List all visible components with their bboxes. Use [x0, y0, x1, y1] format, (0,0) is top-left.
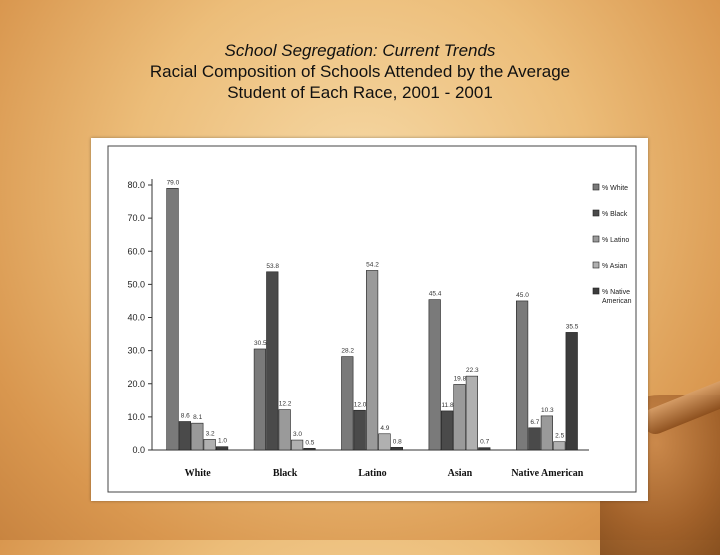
data-label: 0.5: [305, 439, 314, 446]
bar: [253, 348, 267, 451]
title-line-3: Student of Each Race, 2001 - 2001: [227, 83, 493, 102]
bar: [515, 300, 529, 451]
data-label: 30.5: [254, 340, 267, 347]
bar-chart: 0.0 10.0 20.0 30.0 40.0 50.0 60.0 70.0 80.0 79.0 8…: [107, 145, 637, 493]
data-label: 6.7: [530, 419, 539, 426]
data-label: 3.0: [293, 431, 302, 438]
bar: [440, 410, 454, 451]
y-tick-label: 10.0: [127, 412, 145, 422]
data-label: 19.8: [454, 375, 467, 382]
bar: [216, 446, 229, 451]
bar: [291, 439, 304, 451]
x-tick-label: Native American: [511, 468, 583, 479]
legend-label: % Black: [602, 211, 628, 218]
data-label: 12.2: [279, 401, 292, 408]
bar: [203, 439, 216, 451]
bar: [353, 409, 366, 451]
legend-swatch: [592, 287, 600, 295]
legend-label: % Native: [602, 289, 630, 296]
bar: [453, 384, 466, 451]
bar: [378, 433, 391, 451]
y-tick-label: 70.0: [127, 213, 145, 223]
bar: [266, 271, 279, 451]
bar: [191, 422, 204, 451]
plot-border: [107, 145, 637, 493]
bar: [565, 332, 578, 451]
bar: [365, 270, 379, 451]
bar: [278, 409, 291, 451]
bar: [341, 356, 354, 451]
bar: [303, 448, 316, 451]
data-label: 2.5: [555, 433, 564, 440]
data-label: 1.0: [218, 438, 227, 445]
legend-label: American: [602, 298, 632, 305]
bar: [528, 427, 541, 451]
data-label: 8.1: [193, 414, 202, 421]
data-label: 0.7: [480, 439, 489, 446]
data-label: 53.8: [266, 263, 279, 270]
data-label: 8.6: [181, 413, 190, 420]
x-tick-label: Asian: [448, 468, 473, 479]
legend-swatch: [592, 209, 600, 217]
y-tick-label: 20.0: [127, 379, 145, 389]
data-label: 12.0: [354, 401, 367, 408]
title-line-2: Racial Composition of Schools Attended b…: [149, 62, 571, 81]
y-tick-label: 60.0: [127, 246, 145, 256]
x-tick-label: Latino: [358, 468, 386, 479]
data-label: 4.9: [380, 425, 389, 432]
legend-label: % Latino: [602, 237, 629, 244]
bar: [465, 375, 479, 451]
bar: [478, 447, 491, 451]
bar: [166, 188, 179, 451]
y-tick-label: 30.0: [127, 346, 145, 356]
data-label: 22.3: [466, 367, 479, 374]
chart-frame: 0.0 10.0 20.0 30.0 40.0 50.0 60.0 70.0 80.0 79.0 8…: [91, 138, 648, 501]
y-tick-label: 50.0: [127, 279, 145, 289]
legend-label: % Asian: [602, 263, 627, 270]
data-label: 3.2: [206, 430, 215, 437]
y-tick-label: 40.0: [127, 313, 145, 323]
data-label: 54.2: [366, 261, 379, 268]
slide-title: School Segregation: Current Trends Racia…: [0, 40, 720, 103]
y-tick-label: 0.0: [132, 445, 145, 455]
data-label: 10.3: [541, 407, 554, 414]
bar: [428, 299, 441, 451]
bar: [553, 441, 566, 451]
data-label: 79.0: [167, 179, 180, 186]
legend-swatch: [592, 261, 600, 269]
y-tick-label: 80.0: [127, 180, 145, 190]
title-line-1: School Segregation: Current Trends: [224, 41, 496, 60]
bar: [390, 447, 404, 451]
legend-swatch: [592, 183, 600, 191]
data-label: 45.4: [429, 291, 442, 298]
x-tick-label: White: [185, 468, 212, 479]
data-label: 35.5: [566, 323, 579, 330]
bar: [178, 421, 191, 451]
data-label: 45.0: [516, 292, 529, 299]
legend-swatch: [592, 235, 600, 243]
data-label: 0.8: [393, 438, 402, 445]
legend-label: % White: [602, 185, 628, 192]
bar: [540, 415, 554, 451]
data-label: 11.8: [441, 402, 454, 409]
x-tick-label: Black: [273, 468, 298, 479]
data-label: 28.2: [341, 348, 354, 355]
